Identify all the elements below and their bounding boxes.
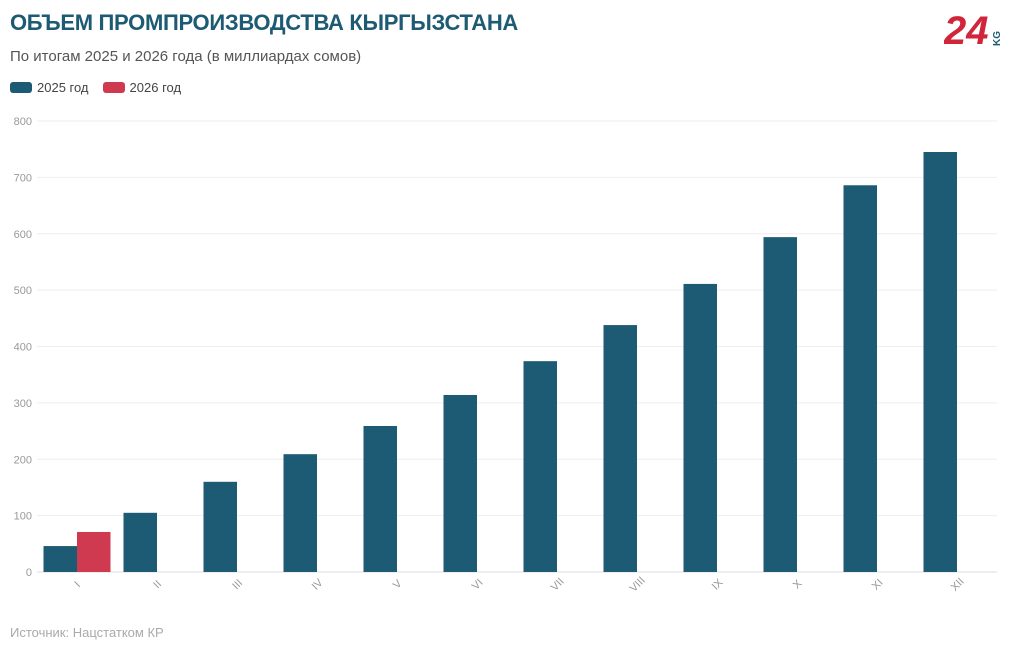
legend-label: 2026 год (129, 80, 182, 95)
bar (763, 237, 797, 572)
y-tick-label: 100 (14, 511, 32, 523)
chart-subtitle: По итогам 2025 и 2026 года (в миллиардах… (10, 48, 362, 65)
bar (603, 325, 637, 572)
bar (923, 152, 957, 572)
source-note: Источник: Нацстатком КР (10, 625, 164, 640)
bar (123, 512, 157, 572)
bar (283, 454, 317, 572)
bar (43, 546, 77, 572)
y-tick-label: 800 (14, 116, 32, 128)
x-tick-label: VIII (628, 575, 648, 595)
x-tick-label: II (151, 578, 164, 591)
legend-item-2026[interactable]: 2026 год (102, 80, 182, 95)
legend-swatch (10, 82, 32, 93)
legend: 2025 год 2026 год (10, 80, 181, 95)
chart-title: ОБЪЕМ ПРОМПРОИЗВОДСТВА КЫРГЫЗСТАНА (10, 10, 519, 35)
svg-text:KG: KG (992, 31, 1003, 46)
x-tick-label: VII (549, 576, 567, 594)
bar (443, 394, 477, 572)
logo-24kg: 24 KG (943, 9, 1006, 55)
bar (363, 425, 397, 572)
x-tick-label: X (791, 577, 805, 591)
y-tick-label: 400 (14, 342, 32, 354)
bar (683, 283, 717, 572)
legend-swatch (102, 82, 125, 93)
y-tick-label: 700 (14, 172, 32, 184)
bar (523, 361, 557, 572)
bar (843, 185, 877, 572)
y-tick-label: 500 (14, 285, 32, 297)
y-tick-label: 0 (26, 567, 32, 579)
bar (203, 481, 237, 572)
x-tick-label: IX (710, 576, 726, 592)
x-tick-label: IV (310, 576, 326, 592)
bar (77, 531, 111, 572)
x-tick-label: VI (470, 577, 486, 593)
svg-text:24: 24 (944, 10, 989, 50)
x-tick-label: XI (870, 577, 886, 593)
y-tick-label: 300 (14, 398, 32, 410)
y-tick-label: 200 (14, 454, 32, 466)
x-tick-label: I (72, 579, 83, 590)
x-tick-label: V (391, 577, 405, 591)
y-tick-label: 600 (14, 229, 32, 241)
x-tick-label: XII (949, 576, 967, 594)
x-tick-label: III (230, 577, 245, 592)
legend-label: 2025 год (37, 80, 89, 95)
legend-item-2025[interactable]: 2025 год (10, 80, 89, 95)
